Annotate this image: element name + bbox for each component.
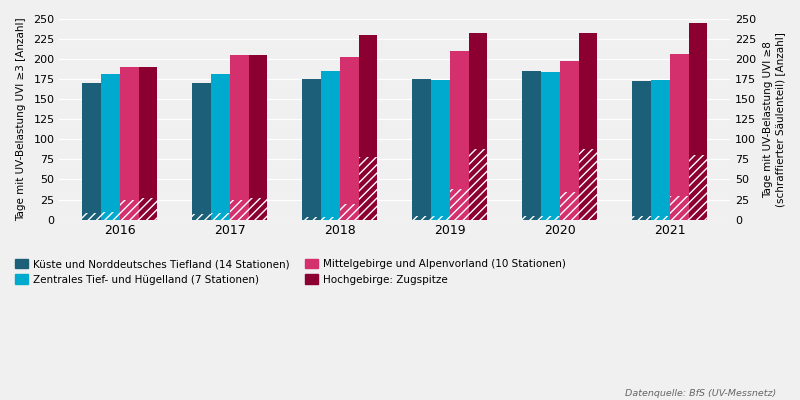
Bar	[689, 156, 707, 220]
Bar	[340, 204, 358, 220]
Bar	[230, 55, 249, 220]
Bar	[469, 34, 487, 220]
Bar	[450, 189, 469, 220]
Text: Datenquelle: BfS (UV-Messnetz): Datenquelle: BfS (UV-Messnetz)	[625, 389, 776, 398]
Bar	[120, 67, 138, 220]
Bar	[321, 71, 340, 220]
Bar	[302, 217, 321, 220]
Bar	[358, 157, 378, 220]
Bar	[541, 216, 560, 220]
Bar	[670, 196, 689, 220]
Bar	[413, 79, 431, 220]
Bar	[578, 149, 598, 220]
Bar	[431, 80, 450, 220]
Bar	[670, 54, 689, 220]
Bar	[431, 216, 450, 220]
Bar	[101, 212, 120, 220]
Bar	[651, 80, 670, 220]
Bar	[82, 83, 101, 220]
Bar	[541, 72, 560, 220]
Bar	[413, 216, 431, 220]
Bar	[651, 216, 670, 220]
Bar	[522, 71, 541, 220]
Bar	[302, 79, 321, 220]
Y-axis label: Tage mit UV-Belastung UVI ≥8
(schraffierter Säulenteil) [Anzahl]: Tage mit UV-Belastung UVI ≥8 (schraffier…	[763, 32, 785, 207]
Bar	[450, 51, 469, 220]
Bar	[101, 74, 120, 220]
Bar	[120, 200, 138, 220]
Bar	[578, 34, 598, 220]
Bar	[522, 216, 541, 220]
Bar	[633, 216, 651, 220]
Bar	[211, 74, 230, 220]
Bar	[560, 61, 578, 220]
Bar	[82, 213, 101, 220]
Bar	[138, 67, 158, 220]
Bar	[249, 198, 267, 220]
Bar	[340, 57, 358, 220]
Bar	[633, 81, 651, 220]
Bar	[138, 198, 158, 220]
Bar	[211, 213, 230, 220]
Bar	[321, 217, 340, 220]
Bar	[469, 149, 487, 220]
Bar	[193, 83, 211, 220]
Bar	[249, 55, 267, 220]
Bar	[560, 192, 578, 220]
Bar	[358, 35, 378, 220]
Bar	[689, 23, 707, 220]
Legend: Küste und Norddeutsches Tiefland (14 Stationen), Zentrales Tief- und Hügelland (: Küste und Norddeutsches Tiefland (14 Sta…	[11, 255, 570, 289]
Bar	[193, 214, 211, 220]
Bar	[230, 200, 249, 220]
Y-axis label: Tage mit UV-Belastung UVI ≥3 [Anzahl]: Tage mit UV-Belastung UVI ≥3 [Anzahl]	[16, 18, 26, 221]
